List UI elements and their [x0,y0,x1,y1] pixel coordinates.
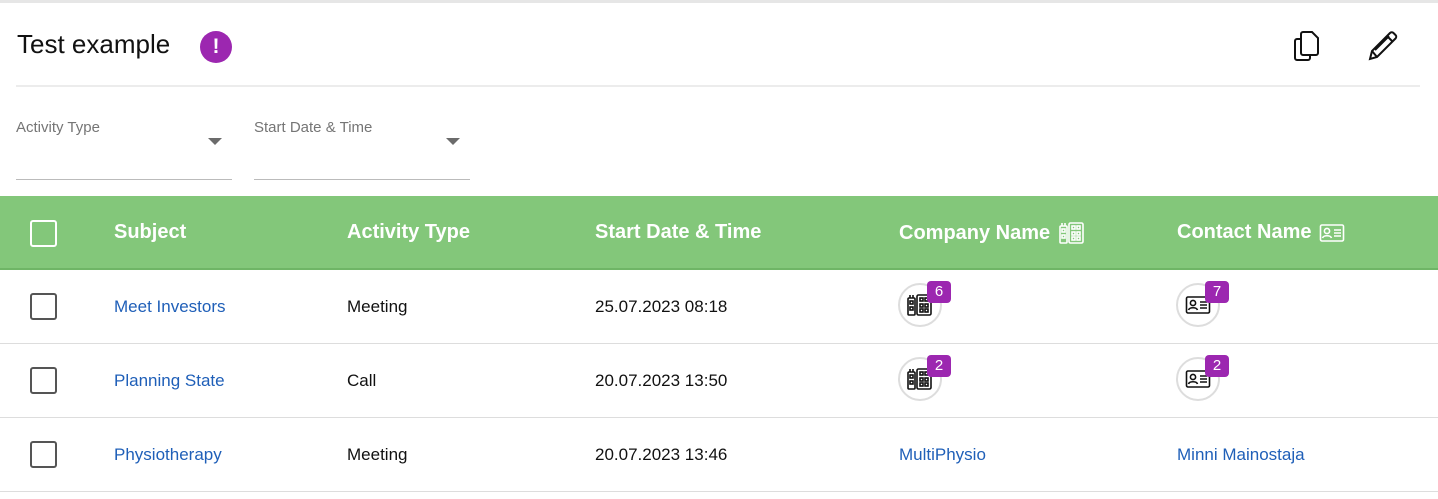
edit-button[interactable] [1364,28,1400,64]
count-badge: 2 [927,355,951,377]
subject-link[interactable]: Physiotherapy [114,445,222,464]
filter-label: Start Date & Time [254,119,373,136]
alert-icon[interactable]: ! [200,31,232,63]
page-title: Test example [17,29,171,59]
header-divider [16,85,1420,87]
building-icon [1058,221,1086,245]
pencil-icon [1368,31,1398,61]
row-checkbox[interactable] [30,367,57,394]
row-checkbox[interactable] [30,293,57,320]
contact-count-button[interactable]: 7 [1176,281,1229,327]
activity-type: Call [347,371,377,390]
caret-down-icon [446,138,460,145]
subject-link[interactable]: Meet Investors [114,297,226,316]
company-count-button[interactable]: 2 [898,355,951,401]
column-header-start[interactable]: Start Date & Time [595,221,762,243]
contact-count-button[interactable]: 2 [1176,355,1229,401]
copy-icon [1294,31,1319,61]
row-checkbox[interactable] [30,441,57,468]
column-header-contact[interactable]: Contact Name [1177,221,1345,244]
column-header-activity-type[interactable]: Activity Type [347,221,470,243]
column-header-subject[interactable]: Subject [114,221,187,243]
column-label: Contact Name [1177,221,1312,243]
caret-down-icon [208,138,222,145]
contact-link[interactable]: Minni Mainostaja [1177,445,1305,464]
column-label: Company Name [899,221,1051,244]
start-date: 20.07.2023 13:46 [595,445,728,464]
count-badge: 7 [1205,281,1229,303]
company-link[interactable]: MultiPhysio [899,445,986,464]
table-header: Subject Activity Type Start Date & Time … [0,196,1438,270]
count-badge: 6 [927,281,951,303]
table-row: Physiotherapy Meeting 20.07.2023 13:46 M… [0,418,1438,492]
start-date: 25.07.2023 08:18 [595,297,728,316]
contact-card-icon [1319,223,1345,243]
select-all-checkbox[interactable] [30,220,57,247]
copy-button[interactable] [1288,28,1324,64]
subject-link[interactable]: Planning State [114,371,225,390]
activity-type: Meeting [347,297,408,316]
column-header-company[interactable]: Company Name [899,221,1086,245]
activity-type-filter[interactable]: Activity Type [16,115,232,180]
filter-label: Activity Type [16,119,100,136]
count-badge: 2 [1205,355,1229,377]
table-row: Meet Investors Meeting 25.07.2023 08:18 … [0,270,1438,344]
activity-type: Meeting [347,445,408,464]
table-row: Planning State Call 20.07.2023 13:50 2 2 [0,344,1438,418]
start-date-filter[interactable]: Start Date & Time [254,115,470,180]
start-date: 20.07.2023 13:50 [595,371,728,390]
company-count-button[interactable]: 6 [898,281,951,327]
